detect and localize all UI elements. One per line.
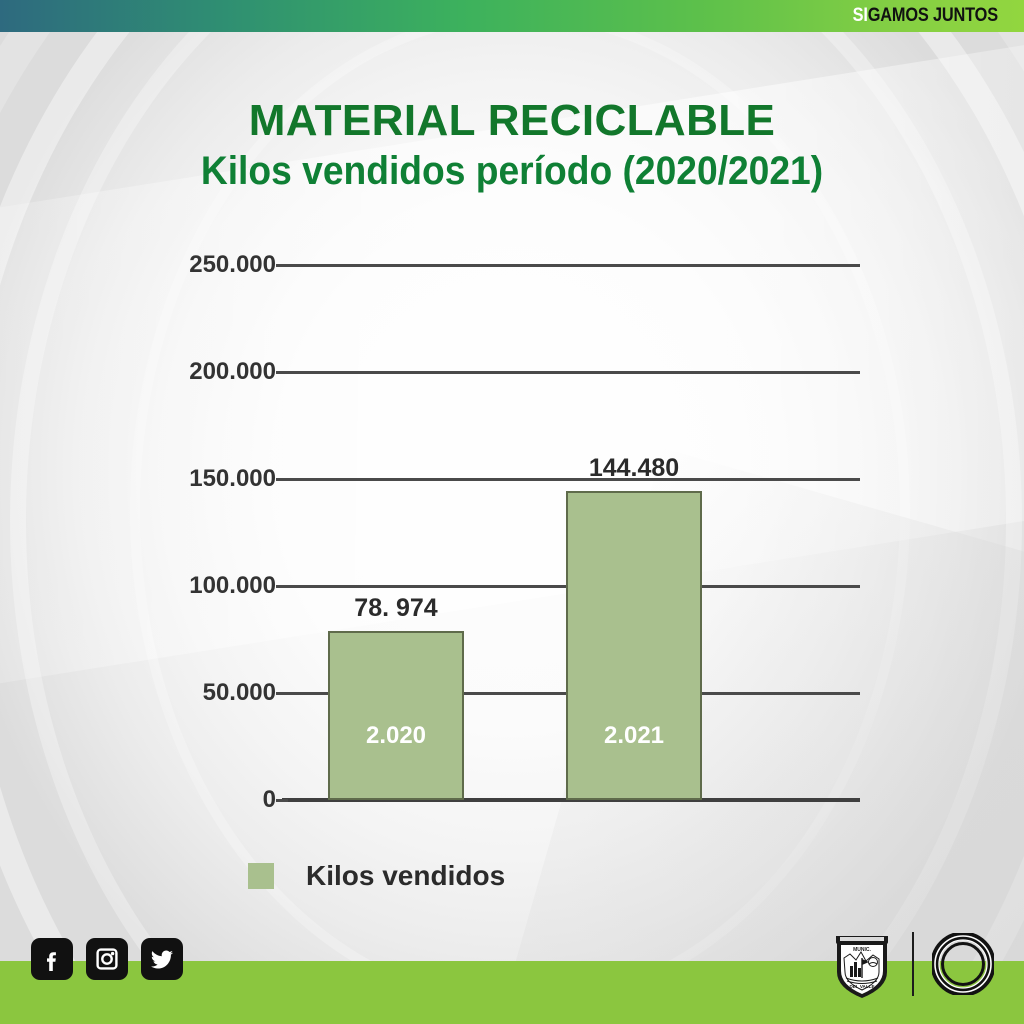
legend-label: Kilos vendidos — [306, 860, 506, 891]
banner-slogan: SIGAMOS JUNTOS — [853, 5, 998, 27]
chart-bar — [328, 630, 464, 800]
banner-slogan-prefix: SI — [852, 5, 868, 26]
chart-bar — [566, 490, 702, 800]
bar-value-label: 144.480 — [588, 453, 680, 482]
logo-divider — [912, 932, 914, 996]
y-axis-tick-label: 100.000 — [189, 572, 276, 599]
page-title: MATERIAL RECICLABLE Kilos vendidos perío… — [0, 96, 1024, 194]
y-axis-tick-mark — [276, 584, 288, 588]
top-banner: SIGAMOS JUNTOS — [0, 0, 1024, 32]
instagram-icon[interactable] — [86, 938, 128, 980]
legend-swatch — [248, 863, 274, 889]
facebook-icon[interactable] — [31, 938, 73, 980]
y-axis-tick-label: 150.000 — [189, 465, 276, 492]
chart-gridline — [282, 477, 860, 481]
chart-gridline — [282, 263, 860, 267]
banner-slogan-rest: GAMOS JUNTOS — [867, 5, 998, 26]
y-axis-tick-mark — [276, 691, 288, 695]
bar-value-label: 78. 974 — [354, 593, 438, 622]
twitter-icon[interactable] — [141, 938, 183, 980]
title-subtitle: Kilos vendidos período (2020/2021) — [200, 149, 824, 194]
y-axis-tick-mark — [276, 370, 288, 374]
y-axis-tick-label: 250.000 — [189, 251, 276, 278]
brand-logos: MUNIC. DEL VALLE — [830, 928, 994, 1000]
social-links — [31, 938, 183, 980]
bar-category-label: 2.021 — [603, 722, 665, 749]
svg-text:MUNIC.: MUNIC. — [853, 947, 871, 953]
ring-logo-icon — [932, 933, 994, 995]
y-axis-tick-mark — [276, 477, 288, 481]
svg-text:DEL VALLE: DEL VALLE — [849, 984, 874, 989]
bar-category-label: 2.020 — [365, 722, 427, 749]
title-main: MATERIAL RECICLABLE — [248, 96, 776, 145]
y-axis-tick-label: 0 — [262, 786, 276, 813]
y-axis-tick-mark — [276, 798, 288, 802]
y-axis-tick-label: 200.000 — [189, 358, 276, 385]
municipal-crest-icon: MUNIC. DEL VALLE — [830, 928, 894, 1000]
y-axis-tick-mark — [276, 263, 288, 267]
chart-legend: Kilos vendidos — [248, 860, 505, 892]
y-axis-tick-label: 50.000 — [202, 679, 276, 706]
chart-gridline — [282, 370, 860, 374]
